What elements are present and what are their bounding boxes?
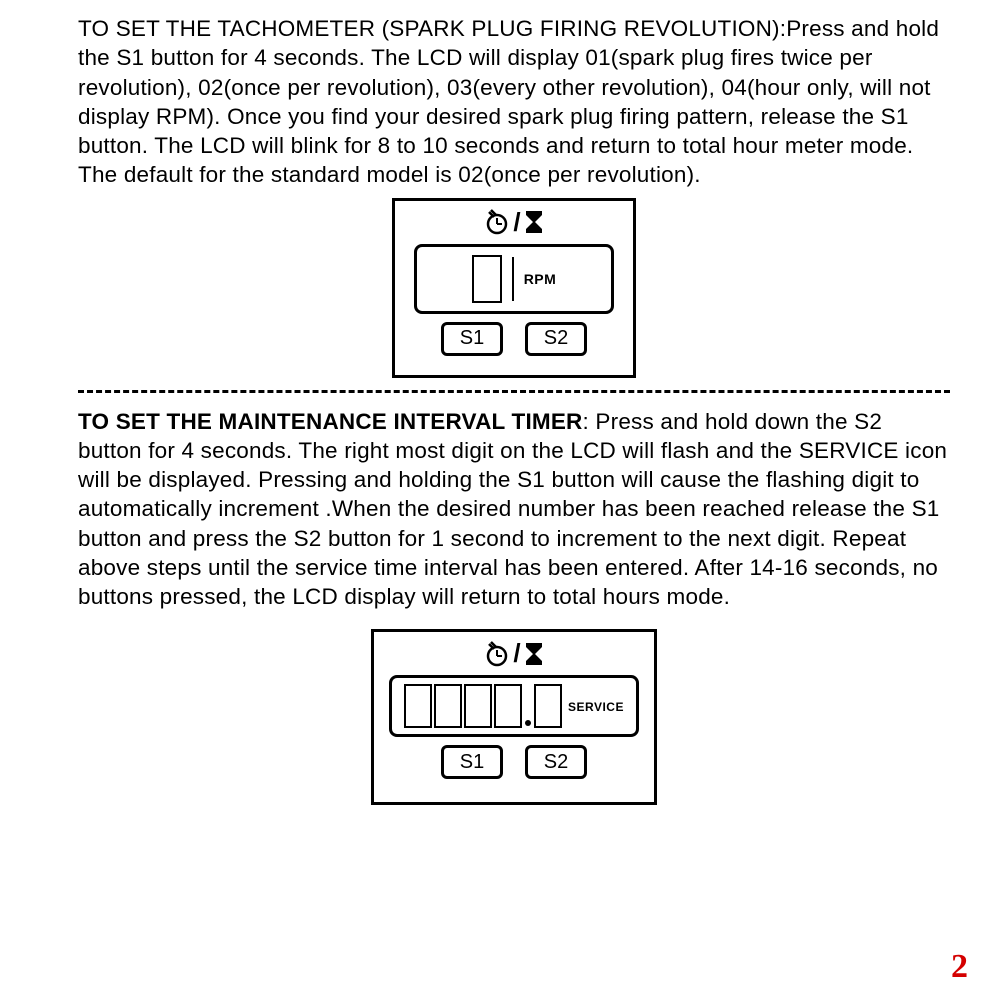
lcd-decimal-dot [525, 720, 531, 726]
lcd-digit [494, 684, 522, 728]
section2-body: : Press and hold down the S2 button for … [78, 409, 947, 610]
device1-lcd: RPM [414, 244, 614, 314]
icon-slash: / [513, 207, 520, 238]
lcd-digit [434, 684, 462, 728]
s1-button: S1 [441, 322, 503, 356]
section2-title: TO SET THE MAINTENANCE INTERVAL TIMER [78, 409, 583, 434]
hourglass-icon [523, 641, 545, 667]
wrench-clock-icon [483, 640, 511, 668]
lcd-divider-line [512, 257, 514, 301]
device1-icon-row: / [395, 201, 633, 238]
lcd-digit [404, 684, 432, 728]
s2-button: S2 [525, 322, 587, 356]
section1-title: TO SET THE TACHOMETER (SPARK PLUG FIRING… [78, 16, 786, 41]
wrench-clock-icon [483, 208, 511, 236]
device-diagram-1: / RPM S1 S2 [392, 198, 636, 378]
lcd-digit [534, 684, 562, 728]
icon-slash: / [513, 638, 520, 669]
device-diagram-2: / SERVICE S1 S2 [371, 629, 657, 805]
s2-button: S2 [525, 745, 587, 779]
lcd-digit [472, 255, 502, 303]
section1-body: Press and hold the S1 button for 4 secon… [78, 16, 939, 187]
device2-lcd: SERVICE [389, 675, 639, 737]
s1-button: S1 [441, 745, 503, 779]
page-number: 2 [951, 948, 968, 986]
section-divider [78, 390, 950, 393]
section2-text: TO SET THE MAINTENANCE INTERVAL TIMER: P… [78, 407, 950, 612]
device2-icon-row: / [374, 632, 654, 669]
lcd-digit [464, 684, 492, 728]
hourglass-icon [523, 209, 545, 235]
section1-text: TO SET THE TACHOMETER (SPARK PLUG FIRING… [78, 14, 950, 190]
device2-lcd-label: SERVICE [568, 700, 624, 714]
device1-lcd-label: RPM [524, 271, 557, 287]
